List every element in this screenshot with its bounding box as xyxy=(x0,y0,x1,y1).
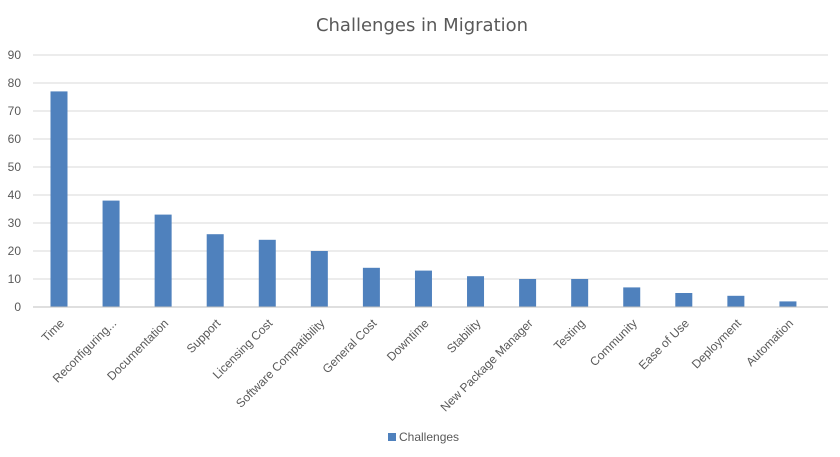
y-tick-label: 90 xyxy=(8,48,22,62)
y-tick-label: 50 xyxy=(8,160,22,174)
x-tick-label: Ease of Use xyxy=(636,316,692,372)
bar xyxy=(519,279,537,307)
bar xyxy=(50,91,68,308)
x-tick-label: New Package Manager xyxy=(438,316,536,414)
y-tick-label: 80 xyxy=(8,76,22,90)
bar xyxy=(675,293,693,307)
y-tick-label: 10 xyxy=(8,272,22,286)
bar xyxy=(102,200,120,307)
bar xyxy=(154,214,172,307)
bar xyxy=(206,234,224,307)
bar xyxy=(571,279,589,307)
y-tick-label: 40 xyxy=(8,188,22,202)
x-tick-label: Downtime xyxy=(384,316,432,364)
x-tick-label: Community xyxy=(587,316,640,369)
x-tick-label: Testing xyxy=(551,316,588,353)
legend-swatch xyxy=(388,433,396,441)
bar xyxy=(779,301,797,307)
y-tick-label: 70 xyxy=(8,104,22,118)
legend: Challenges xyxy=(388,430,459,444)
bar xyxy=(467,276,485,307)
x-tick-label: Stability xyxy=(444,316,484,356)
legend-label: Challenges xyxy=(399,430,459,444)
bar xyxy=(362,267,380,307)
bar xyxy=(258,239,276,307)
x-tick-label: Automation xyxy=(743,316,796,369)
y-tick-label: 20 xyxy=(8,244,22,258)
y-tick-label: 60 xyxy=(8,132,22,146)
gridlines xyxy=(33,54,828,280)
bar xyxy=(727,295,745,307)
chart-title: Challenges in Migration xyxy=(316,15,528,36)
bars xyxy=(50,91,797,308)
x-tick-label: Time xyxy=(39,316,68,345)
bar xyxy=(310,251,328,307)
x-tick-label: Deployment xyxy=(689,316,745,372)
x-tick-label: General Cost xyxy=(320,316,380,376)
bar xyxy=(414,270,432,307)
bar xyxy=(623,287,641,307)
x-tick-label: Support xyxy=(184,316,224,356)
y-tick-label: 0 xyxy=(14,300,21,314)
x-tick-label: Software Compatibility xyxy=(233,316,327,410)
y-axis-tick-labels: 0 10 20 30 40 50 60 70 80 90 xyxy=(8,48,22,314)
y-tick-label: 30 xyxy=(8,216,22,230)
